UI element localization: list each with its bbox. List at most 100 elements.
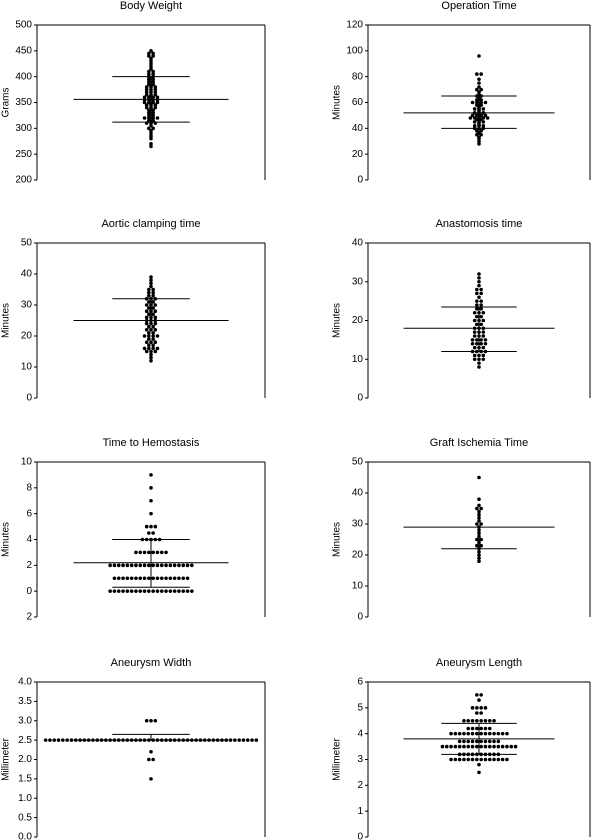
y-tick-label: 0 <box>26 586 32 597</box>
y-tick-label: 60 <box>352 97 364 108</box>
data-point <box>149 486 153 490</box>
data-point <box>477 142 481 146</box>
data-point <box>147 116 151 120</box>
data-point <box>181 589 186 593</box>
data-point <box>492 731 496 736</box>
data-point <box>153 524 158 529</box>
data-point <box>475 129 479 133</box>
data-point <box>149 136 153 141</box>
data-point <box>149 131 153 136</box>
data-point <box>466 757 471 762</box>
data-point <box>479 303 483 307</box>
data-point <box>470 744 475 749</box>
data-point <box>151 287 155 292</box>
data-point <box>116 563 121 568</box>
chart-title: Graft Ischemia Time <box>430 437 528 449</box>
y-tick-label: 10 <box>352 354 364 365</box>
data-point <box>125 563 130 568</box>
y-tick-label: 40 <box>352 123 364 134</box>
data-point <box>496 744 501 749</box>
data-point <box>479 314 483 319</box>
data-point <box>153 321 158 326</box>
data-point <box>144 103 149 107</box>
data-point <box>151 108 155 113</box>
data-point <box>466 744 471 749</box>
y-tick-label: 50 <box>352 457 364 468</box>
data-point <box>149 56 153 61</box>
data-point <box>470 706 475 710</box>
data-point <box>475 100 479 105</box>
data-point <box>149 59 153 63</box>
data-point <box>56 738 61 742</box>
data-point <box>481 318 486 323</box>
data-point <box>477 698 481 702</box>
data-point <box>164 550 168 555</box>
data-point <box>475 706 479 710</box>
data-point <box>159 589 164 593</box>
data-point <box>181 576 186 581</box>
data-point <box>151 324 155 329</box>
y-axis-label: Grams <box>1 88 12 118</box>
data-point <box>453 744 458 749</box>
data-point <box>481 123 486 128</box>
data-point <box>144 315 149 320</box>
data-point <box>475 322 479 327</box>
data-point <box>151 72 155 76</box>
data-point <box>233 738 237 742</box>
data-point <box>147 324 151 329</box>
y-tick-label: 30 <box>352 519 364 530</box>
y-tick-label: 0 <box>357 832 363 840</box>
data-point <box>149 359 153 363</box>
data-point <box>475 287 479 292</box>
data-point <box>479 72 483 76</box>
data-point <box>475 103 479 107</box>
data-point <box>149 129 153 133</box>
data-point <box>250 738 254 742</box>
data-point <box>142 589 147 593</box>
data-point <box>472 353 477 358</box>
data-point <box>159 576 164 581</box>
data-point <box>149 498 153 503</box>
data-point <box>487 731 492 736</box>
data-point <box>153 85 158 89</box>
data-point <box>483 338 488 342</box>
data-point <box>466 739 471 744</box>
data-point <box>475 731 479 736</box>
data-point <box>142 95 147 100</box>
data-point <box>151 576 155 581</box>
chart-title: Body Weight <box>120 0 182 12</box>
data-point <box>477 503 481 508</box>
data-point <box>149 64 153 69</box>
y-tick-label: 200 <box>15 175 32 186</box>
data-point <box>477 497 481 502</box>
data-point <box>151 334 155 338</box>
data-point <box>453 757 458 762</box>
data-point <box>479 113 483 118</box>
data-point <box>177 576 181 581</box>
data-point <box>153 87 158 92</box>
data-point <box>470 100 475 105</box>
data-point <box>505 731 509 736</box>
data-point <box>149 718 153 723</box>
data-point <box>190 563 194 568</box>
data-point <box>108 563 112 568</box>
data-point <box>475 291 479 296</box>
data-point <box>472 310 477 315</box>
data-point <box>144 349 149 354</box>
y-tick-label: 10 <box>21 457 33 468</box>
data-point <box>134 576 138 581</box>
data-point <box>475 543 479 548</box>
data-point <box>481 345 486 350</box>
data-point <box>147 113 151 118</box>
data-point <box>475 303 479 307</box>
data-point <box>477 519 481 523</box>
data-point <box>496 757 501 762</box>
data-point <box>129 576 134 581</box>
data-point <box>149 49 153 53</box>
data-point <box>147 563 151 568</box>
data-point <box>466 731 471 736</box>
data-point <box>134 589 138 593</box>
data-point <box>155 346 160 351</box>
data-point <box>168 563 173 568</box>
data-point <box>151 95 155 100</box>
